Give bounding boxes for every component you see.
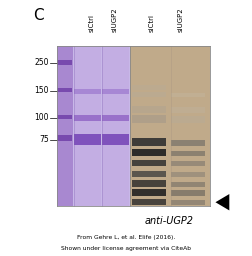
- Bar: [171, 190, 205, 196]
- Bar: [171, 182, 205, 187]
- Text: siUGP2: siUGP2: [177, 7, 183, 32]
- Bar: [132, 138, 166, 146]
- Text: 150: 150: [35, 86, 49, 95]
- Bar: [132, 149, 166, 156]
- Bar: [171, 116, 205, 123]
- Text: 75: 75: [39, 135, 49, 144]
- Bar: [171, 200, 205, 205]
- Bar: [132, 199, 166, 205]
- Bar: [171, 140, 205, 146]
- Bar: [57, 46, 130, 206]
- Bar: [74, 134, 101, 145]
- Polygon shape: [215, 194, 229, 210]
- Bar: [102, 89, 129, 94]
- Bar: [132, 85, 166, 90]
- Bar: [132, 171, 166, 177]
- Text: siCtrl: siCtrl: [148, 14, 154, 32]
- Text: anti-UGP2: anti-UGP2: [144, 216, 193, 227]
- Bar: [102, 115, 129, 121]
- Bar: [74, 115, 101, 121]
- Bar: [132, 189, 166, 196]
- Bar: [130, 46, 210, 206]
- Bar: [132, 115, 166, 123]
- Bar: [74, 89, 101, 94]
- Bar: [132, 92, 166, 97]
- Bar: [57, 88, 72, 92]
- Text: 250: 250: [35, 58, 49, 67]
- Text: C: C: [33, 8, 43, 23]
- Bar: [171, 172, 205, 177]
- Text: siUGP2: siUGP2: [112, 7, 118, 32]
- Text: From Gehre L, et al. Elife (2016).: From Gehre L, et al. Elife (2016).: [77, 235, 175, 240]
- Bar: [132, 106, 166, 113]
- Bar: [57, 46, 73, 206]
- Bar: [171, 93, 205, 97]
- Bar: [57, 60, 72, 65]
- Bar: [171, 107, 205, 113]
- Text: Shown under license agreement via CiteAb: Shown under license agreement via CiteAb: [61, 246, 191, 251]
- Bar: [57, 115, 72, 119]
- Bar: [171, 161, 205, 166]
- Bar: [132, 160, 166, 166]
- Bar: [57, 135, 72, 141]
- Bar: [102, 46, 129, 206]
- Bar: [102, 134, 129, 145]
- Text: 100: 100: [35, 113, 49, 122]
- Bar: [132, 180, 166, 187]
- Text: siCtrl: siCtrl: [89, 14, 95, 32]
- Bar: [171, 151, 205, 156]
- Bar: [74, 46, 101, 206]
